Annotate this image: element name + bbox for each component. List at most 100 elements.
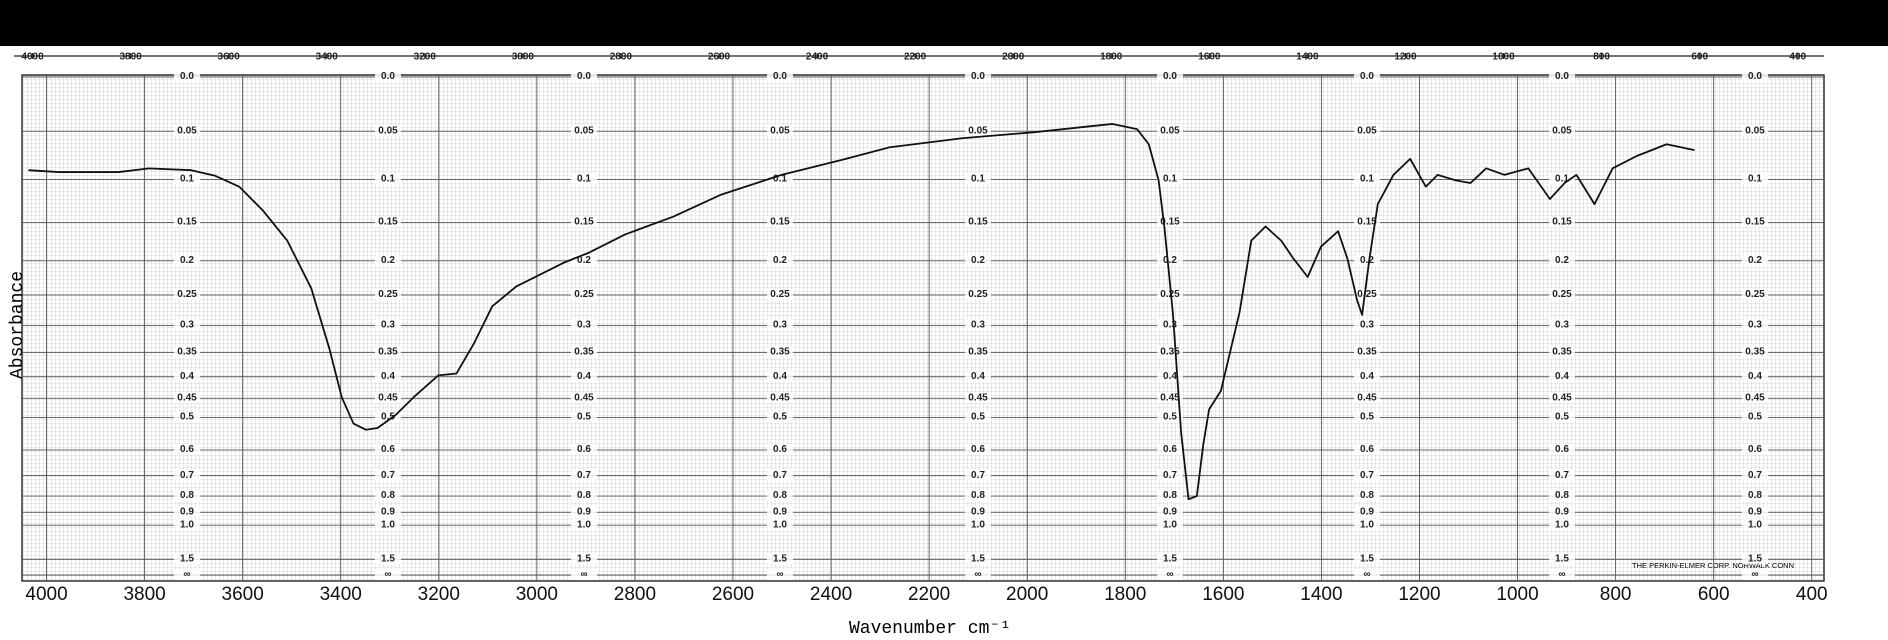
label-backing [965, 469, 991, 481]
y-tick-label: 0.7 [1163, 470, 1177, 481]
y-tick-label: 1.5 [1163, 553, 1177, 564]
y-tick-label: 0.35 [968, 347, 988, 358]
y-tick-label: 0.6 [773, 444, 787, 455]
y-tick-label: 0.7 [1360, 470, 1374, 481]
y-tick-label: 1.0 [180, 519, 194, 530]
y-tick-label: 0.25 [770, 289, 790, 300]
label-backing [571, 553, 597, 565]
y-tick-label: 0.3 [1163, 320, 1177, 331]
label-backing [1549, 490, 1575, 502]
y-tick-label: 0.15 [968, 217, 988, 228]
y-tick-label: 1.0 [1163, 519, 1177, 530]
top-tick-label: 1600 [1198, 52, 1221, 63]
y-tick-label: 0.25 [574, 289, 594, 300]
label-backing [375, 288, 401, 300]
label-backing [375, 125, 401, 137]
y-tick-label: 0.05 [770, 125, 790, 136]
top-tick-label: 2000 [1002, 52, 1025, 63]
label-backing [174, 370, 200, 382]
x-tick-label: 1400 [1300, 584, 1342, 605]
y-tick-label: 0.2 [1555, 255, 1569, 266]
y-tick-label: 0.9 [577, 506, 591, 517]
label-backing [1354, 71, 1380, 82]
x-tick-label: 1200 [1398, 584, 1440, 605]
label-backing [174, 553, 200, 565]
label-backing [965, 443, 991, 455]
label-backing [1157, 71, 1183, 82]
y-tick-label: ∞ [1363, 569, 1370, 580]
y-tick-label: 0.45 [1357, 392, 1377, 403]
label-backing [1354, 519, 1380, 531]
label-backing [571, 71, 597, 82]
y-tick-label: 0.35 [1552, 347, 1572, 358]
label-backing [375, 71, 401, 82]
label-backing [1354, 125, 1380, 137]
label-backing [767, 254, 793, 266]
label-backing [1157, 392, 1183, 404]
label-backing [1157, 319, 1183, 331]
top-tick-label: 3400 [316, 52, 339, 63]
label-backing [375, 490, 401, 502]
y-tick-label: 0.2 [180, 255, 194, 266]
y-tick-label: 0.45 [1160, 392, 1180, 403]
y-tick-label: 0.15 [1745, 217, 1765, 228]
y-tick-label: 0.4 [577, 371, 591, 382]
label-backing [1549, 216, 1575, 228]
label-backing [375, 370, 401, 382]
y-tick-label: 0.15 [1160, 217, 1180, 228]
label-backing [1549, 125, 1575, 137]
label-backing [375, 173, 401, 185]
y-tick-label: 0.45 [1745, 392, 1765, 403]
y-tick-label: 0.1 [577, 174, 591, 185]
y-tick-label: 0.7 [971, 470, 985, 481]
y-tick-label: 0.8 [773, 490, 787, 501]
top-tick-label: 2400 [806, 52, 829, 63]
label-backing [174, 569, 200, 580]
label-backing [375, 319, 401, 331]
label-backing [571, 254, 597, 266]
y-tick-label: 1.5 [971, 553, 985, 564]
y-tick-label: 0.7 [1555, 470, 1569, 481]
label-backing [1354, 553, 1380, 565]
label-backing [767, 319, 793, 331]
y-tick-label: 0.1 [381, 174, 395, 185]
y-tick-label: 1.0 [971, 519, 985, 530]
y-tick-label: 0.35 [770, 347, 790, 358]
label-backing [767, 553, 793, 565]
y-tick-label: 0.8 [1163, 490, 1177, 501]
label-backing [767, 443, 793, 455]
y-tick-label: 0.5 [1360, 412, 1374, 423]
label-backing [1742, 519, 1768, 531]
y-tick-label: 0.15 [1357, 217, 1377, 228]
y-tick-label: 0.1 [773, 174, 787, 185]
y-tick-label: ∞ [1166, 569, 1173, 580]
y-tick-label: 0.3 [971, 320, 985, 331]
y-tick-label: 0.0 [1163, 71, 1177, 82]
label-backing [375, 443, 401, 455]
label-backing [1354, 506, 1380, 518]
y-tick-label: 1.5 [1555, 553, 1569, 564]
y-tick-label: 0.0 [1555, 71, 1569, 82]
label-backing [174, 519, 200, 531]
y-tick-label: 0.05 [1357, 125, 1377, 136]
y-tick-label: 0.7 [773, 470, 787, 481]
label-backing [1549, 519, 1575, 531]
label-backing [1549, 254, 1575, 266]
y-tick-label: 0.8 [180, 490, 194, 501]
y-tick-label: 0.1 [1163, 174, 1177, 185]
y-tick-label: 0.5 [1748, 412, 1762, 423]
y-tick-label: 0.45 [1552, 392, 1572, 403]
label-backing [174, 216, 200, 228]
y-tick-label: 1.5 [1748, 553, 1762, 564]
y-tick-label: 0.6 [1555, 444, 1569, 455]
y-tick-label: 0.9 [971, 506, 985, 517]
top-tick-label: 2600 [708, 52, 731, 63]
label-backing [1157, 173, 1183, 185]
label-backing [571, 569, 597, 580]
y-tick-label: 0.05 [968, 125, 988, 136]
label-backing [965, 553, 991, 565]
y-tick-label: 0.25 [1745, 289, 1765, 300]
y-tick-label: 0.25 [1552, 289, 1572, 300]
label-backing [375, 519, 401, 531]
x-axis-label: Wavenumber cm⁻¹ [849, 619, 1011, 639]
